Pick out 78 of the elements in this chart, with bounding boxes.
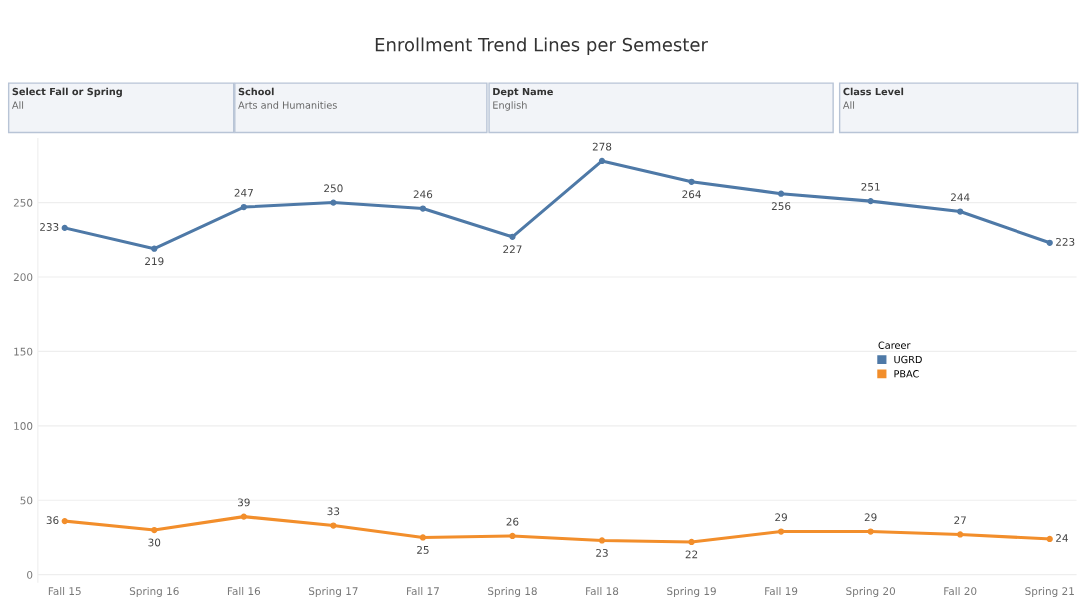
point	[509, 532, 516, 540]
x-tick-label: Fall 20	[944, 586, 977, 596]
y-tick-label: 250	[13, 198, 33, 207]
data-label: 256	[771, 202, 791, 211]
text: Dept Name	[493, 87, 553, 98]
data-label: 223	[1056, 237, 1075, 246]
y-tick-label: 100	[14, 422, 33, 430]
point	[957, 531, 964, 538]
text: English	[493, 101, 527, 111]
point	[419, 534, 427, 541]
x-tick-label: Fall 16	[227, 586, 261, 596]
point	[240, 513, 247, 520]
data-label: 278	[592, 142, 612, 151]
point	[688, 538, 695, 546]
chart-title: Enrollment Trend Lines per Semester	[375, 37, 708, 55]
data-label: 233	[40, 223, 59, 231]
point	[598, 157, 606, 165]
x-tick-label: Spring 20	[846, 586, 896, 598]
text: Select Fall or Spring	[12, 87, 122, 98]
point	[867, 528, 874, 535]
x-tick-label: Spring 21	[1025, 586, 1074, 598]
x-tick-label: Spring 18	[488, 586, 537, 598]
data-label: 36	[46, 516, 59, 525]
data-label: 25	[417, 545, 429, 554]
text: All	[842, 101, 855, 109]
data-label: 26	[506, 517, 519, 526]
point	[598, 537, 606, 544]
data-label: 27	[954, 516, 966, 524]
point	[688, 178, 695, 185]
data-label: 30	[148, 538, 161, 547]
data-label: 250	[324, 184, 343, 193]
x-tick-label: Spring 16	[129, 586, 179, 598]
point	[61, 517, 68, 525]
data-label: 29	[864, 513, 877, 522]
x-tick-label: Fall 15	[48, 586, 81, 596]
data-label: 29	[775, 513, 787, 522]
data-label: 33	[327, 507, 340, 516]
point	[777, 190, 785, 197]
x-tick-label: Spring 19	[667, 586, 716, 598]
data-label: 24	[1056, 534, 1068, 542]
data-label: 23	[596, 548, 608, 557]
data-label: 219	[145, 257, 164, 266]
text: Class Level	[843, 87, 904, 96]
y-tick-label: 50	[20, 496, 33, 505]
point	[509, 233, 516, 240]
text: School	[238, 87, 274, 96]
data-label: 264	[682, 190, 701, 199]
point	[1046, 535, 1053, 543]
point	[151, 245, 158, 252]
point	[61, 224, 68, 232]
point	[957, 208, 964, 215]
point	[240, 203, 247, 211]
data-label: 251	[861, 182, 880, 191]
y-tick-label: 0	[27, 570, 33, 579]
y-tick-label: 150	[14, 347, 33, 356]
data-label: 247	[234, 188, 253, 197]
x-tick-label: Fall 17	[407, 586, 439, 596]
data-label: 244	[951, 193, 970, 202]
point	[330, 522, 337, 529]
data-label: 246	[413, 190, 433, 199]
legend-title: Career	[878, 341, 911, 349]
point	[151, 526, 158, 534]
data-label: 22	[685, 550, 698, 559]
x-tick-label: Fall 18	[586, 586, 619, 596]
text: All	[11, 101, 24, 109]
x-tick-label: Spring 17	[308, 586, 358, 598]
data-label: 227	[503, 245, 522, 254]
text: Arts and Humanities	[238, 101, 337, 109]
point	[777, 528, 785, 535]
point	[1046, 239, 1053, 246]
y-tick-label: 200	[13, 273, 33, 282]
x-tick-label: Fall 19	[765, 586, 798, 596]
data-label: 39	[237, 498, 250, 507]
legend-label: UGRD	[894, 355, 922, 364]
point	[867, 197, 874, 205]
legend-label: PBAC	[894, 370, 919, 378]
point	[330, 199, 337, 206]
point	[419, 205, 427, 212]
